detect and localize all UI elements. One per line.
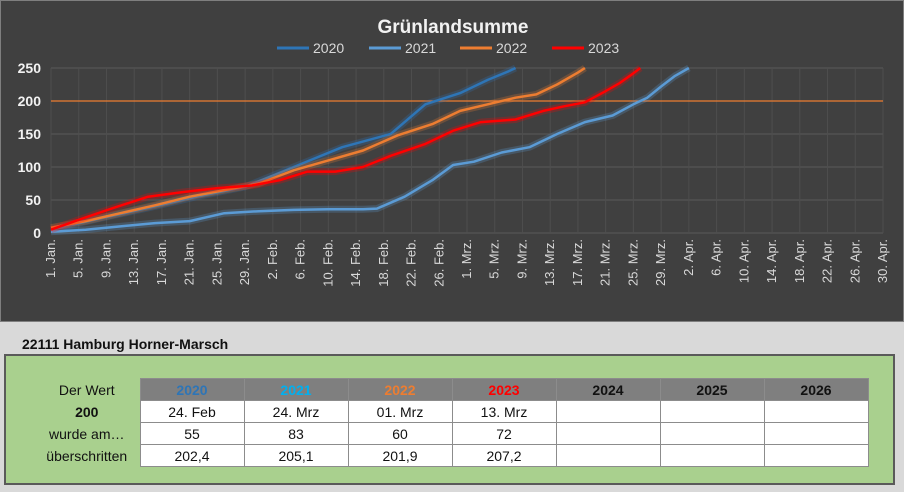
date-cell: 13. Mrz — [451, 400, 557, 423]
value-cell: 205,1 — [243, 444, 349, 467]
value-cell: 201,9 — [347, 444, 453, 467]
table-row-date: 200 24. Feb 24. Mrz 01. Mrz 13. Mrz — [34, 400, 869, 423]
table-row-days: wurde am… 55 83 60 72 — [34, 422, 869, 445]
x-tick-label: 17. Mrz. — [570, 239, 585, 286]
year-header: 2022 — [347, 378, 453, 401]
year-header: 2024 — [555, 378, 661, 401]
value-cell: 202,4 — [139, 444, 245, 467]
legend-label: 2020 — [313, 40, 344, 56]
x-tick-label: 14. Apr. — [764, 239, 779, 283]
day-cell: 55 — [139, 422, 245, 445]
x-tick-label: 25. Jan. — [209, 239, 224, 285]
year-header: 2026 — [763, 378, 869, 401]
y-tick-label: 200 — [18, 93, 42, 109]
day-cell — [763, 422, 869, 445]
year-header: 2023 — [451, 378, 557, 401]
x-tick-label: 13. Jan. — [126, 239, 141, 285]
x-tick-label: 25. Mrz. — [625, 239, 640, 286]
x-tick-label: 2. Feb. — [265, 239, 280, 279]
x-tick-label: 26. Apr. — [847, 239, 862, 283]
legend-label: 2021 — [405, 40, 436, 56]
x-tick-label: 2. Apr. — [681, 239, 696, 276]
x-tick-label: 6. Apr. — [709, 239, 724, 276]
line-chart: Grünlandsumme 2020 2021 2022 2023 0 50 100 150 20… — [18, 17, 890, 287]
threshold-table: Der Wert 2020 2021 2022 2023 2024 2025 2… — [34, 378, 869, 467]
x-tick-label: 29. Jan. — [237, 239, 252, 285]
y-tick-label: 100 — [18, 159, 42, 175]
value-cell — [659, 444, 765, 467]
legend-label: 2022 — [496, 40, 527, 56]
date-cell: 24. Feb — [139, 400, 245, 423]
location-label: 22111 Hamburg Horner-Marsch — [22, 336, 229, 352]
x-tick-label: 9. Mrz. — [514, 239, 529, 279]
y-tick-label: 150 — [18, 126, 42, 142]
day-cell — [659, 422, 765, 445]
x-tick-label: 22. Feb. — [404, 239, 419, 287]
x-tick-label: 17. Jan. — [154, 239, 169, 285]
x-tick-label: 30. Apr. — [875, 239, 890, 283]
row-label: überschritten — [46, 447, 128, 464]
date-cell — [763, 400, 869, 423]
chart-title: Grünlandsumme — [378, 17, 529, 38]
year-header: 2025 — [659, 378, 765, 401]
table-header-row: Der Wert 2020 2021 2022 2023 2024 2025 2… — [34, 378, 869, 401]
x-tick-label: 29. Mrz. — [653, 239, 668, 286]
row-label: wurde am… — [49, 425, 125, 442]
x-tick-label: 14. Feb. — [348, 239, 363, 287]
x-tick-label: 1. Jan. — [43, 239, 58, 278]
x-tick-label: 26. Feb. — [431, 239, 446, 287]
x-tick-label: 13. Mrz. — [542, 239, 557, 286]
date-cell — [555, 400, 661, 423]
threshold-table-panel: Der Wert 2020 2021 2022 2023 2024 2025 2… — [4, 354, 895, 485]
value-cell: 207,2 — [451, 444, 557, 467]
x-tick-label: 21. Mrz. — [598, 239, 613, 286]
table-row-value: überschritten 202,4 205,1 201,9 207,2 — [34, 444, 869, 467]
x-tick-label: 6. Feb. — [293, 239, 308, 279]
chart-panel: Grünlandsumme 2020 2021 2022 2023 0 50 100 150 20… — [0, 0, 904, 322]
legend-label: 2023 — [588, 40, 619, 56]
y-tick-label: 250 — [18, 60, 42, 76]
y-tick-label: 50 — [25, 192, 41, 208]
x-tick-label: 21. Jan. — [182, 239, 197, 285]
x-tick-label: 5. Jan. — [71, 239, 86, 278]
x-tick-label: 5. Mrz. — [487, 239, 502, 279]
row-label: 200 — [75, 403, 99, 420]
x-tick-label: 9. Jan. — [98, 239, 113, 278]
day-cell: 83 — [243, 422, 349, 445]
y-tick-label: 0 — [33, 225, 41, 241]
year-header: 2020 — [139, 378, 245, 401]
x-tick-label: 10. Apr. — [736, 239, 751, 283]
year-header: 2021 — [243, 378, 349, 401]
date-cell: 01. Mrz — [347, 400, 453, 423]
date-cell: 24. Mrz — [243, 400, 349, 423]
day-cell — [555, 422, 661, 445]
series-line — [50, 66, 586, 229]
date-cell — [659, 400, 765, 423]
row-label: Der Wert — [58, 381, 115, 398]
x-tick-label: 18. Apr. — [792, 239, 807, 283]
x-tick-label: 18. Feb. — [376, 239, 391, 287]
day-cell: 60 — [347, 422, 453, 445]
x-tick-label: 22. Apr. — [820, 239, 835, 283]
value-cell — [763, 444, 869, 467]
value-cell — [555, 444, 661, 467]
x-tick-label: 1. Mrz. — [459, 239, 474, 279]
series-line — [50, 67, 642, 231]
day-cell: 72 — [451, 422, 557, 445]
x-tick-label: 10. Feb. — [320, 239, 335, 287]
series-line — [50, 66, 690, 233]
